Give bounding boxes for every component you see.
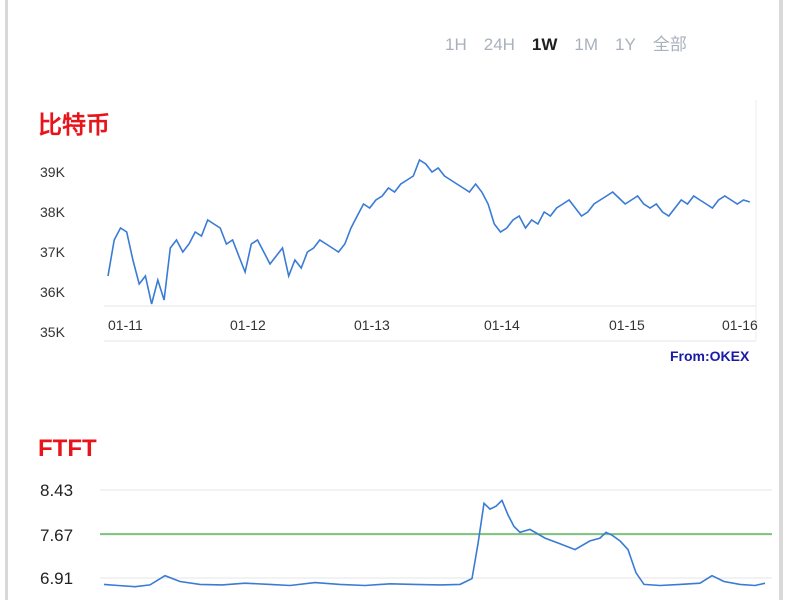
- btc-x-tick-label: 01-11: [108, 317, 143, 333]
- btc-price-series-line: [107, 158, 751, 305]
- ftft-section-title: FTFT: [38, 435, 97, 462]
- btc-x-tick-label: 01-12: [230, 317, 266, 333]
- tab-1y[interactable]: 1Y: [615, 35, 636, 54]
- tab-24h[interactable]: 24H: [483, 35, 515, 54]
- ftft-price-chart: 8.43 7.67 6.91: [40, 481, 772, 588]
- data-source-label: From:OKEX: [670, 348, 750, 364]
- ftft-price-series-line: [103, 499, 766, 588]
- btc-x-tick-label: 01-15: [609, 317, 645, 333]
- btc-section-title: 比特币: [38, 112, 110, 139]
- frame-left-border: [5, 0, 8, 600]
- btc-y-tick-label: 39K: [40, 164, 66, 180]
- btc-x-tick-label: 01-14: [484, 317, 520, 333]
- tab-1h[interactable]: 1H: [445, 35, 467, 54]
- ftft-y-tick-label: 7.67: [40, 526, 73, 545]
- btc-y-tick-label: 38K: [40, 204, 66, 220]
- tab-all[interactable]: 全部: [652, 35, 687, 54]
- btc-y-tick-label: 36K: [40, 284, 66, 300]
- frame-right-border: [779, 0, 783, 600]
- ftft-y-tick-label: 8.43: [40, 481, 73, 500]
- time-range-tabs: 1H 24H 1W 1M 1Y 全部: [438, 34, 697, 58]
- btc-x-tick-label: 01-13: [354, 317, 390, 333]
- ftft-y-tick-label: 6.91: [40, 569, 73, 588]
- btc-y-tick-label: 35K: [40, 324, 66, 340]
- tab-1m[interactable]: 1M: [574, 35, 599, 54]
- btc-y-tick-label: 37K: [40, 244, 66, 260]
- tab-1w[interactable]: 1W: [531, 35, 558, 54]
- btc-price-chart: 39K 38K 37K 36K 35K 01-11 01-12 01-13 01-14 01-1…: [40, 100, 758, 342]
- btc-x-tick-label: 01-16: [722, 317, 758, 333]
